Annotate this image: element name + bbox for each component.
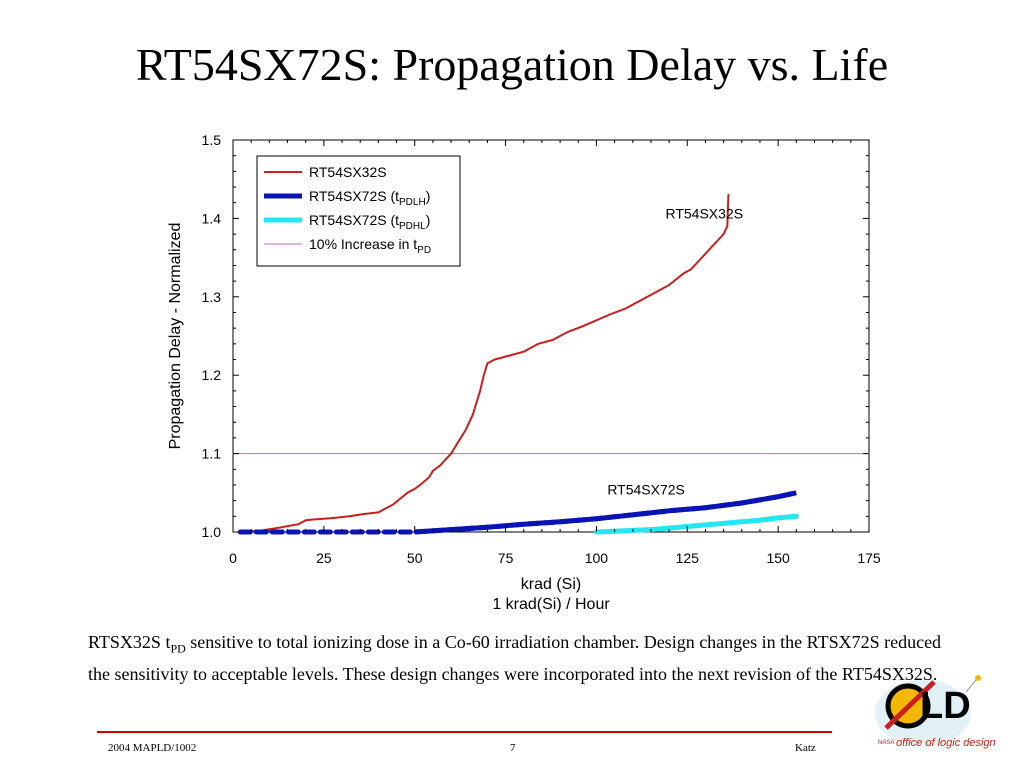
footer-left: 2004 MAPLD/1002 (108, 742, 197, 754)
y-tick-label: 1.2 (202, 367, 222, 383)
footer-page-number: 7 (510, 742, 516, 754)
y-tick-label: 1.0 (202, 524, 222, 540)
x-axis-label: krad (Si) (521, 576, 581, 593)
series-line-3 (593, 513, 799, 535)
svg-text:office of logic design: office of logic design (896, 737, 996, 749)
footer-author: Katz (795, 742, 816, 754)
y-tick-label: 1.5 (202, 132, 222, 148)
legend-entry: RT54SX32S (309, 164, 387, 180)
y-axis-label: Propagation Delay - Normalized (167, 223, 184, 450)
office-of-logic-design-logo: LD NASA office of logic design (875, 675, 996, 749)
x-tick-label: 150 (766, 550, 790, 566)
footer-divider (97, 731, 832, 733)
legend-entry: 10% Increase in tPD (309, 236, 431, 256)
x-tick-label: 75 (498, 550, 514, 566)
series-line-1 (239, 193, 730, 533)
x-tick-label: 0 (229, 550, 237, 566)
x-tick-label: 25 (316, 550, 332, 566)
x-tick-label: 50 (407, 550, 423, 566)
caption-text-1: RTSX32S t (88, 632, 171, 652)
annotations: RT54SX32S RT54SX72S (607, 205, 743, 497)
ticks-layer: 0 25 50 75 100 125 150 175 1.0 1.1 1.2 1.3 1.4 1.5 (202, 132, 881, 566)
caption-text-2: sensitive to total ionizing dose in a Co… (88, 632, 942, 684)
y-tick-label: 1.1 (202, 446, 222, 462)
chart-annotation: RT54SX72S (607, 481, 685, 497)
y-tick-label: 1.4 (202, 210, 222, 226)
svg-text:LD: LD (920, 685, 971, 727)
slide-title: RT54SX72S: Propagation Delay vs. Life (135, 39, 889, 90)
caption: RTSX32S tPD sensitive to total ionizing … (88, 630, 948, 687)
chart: 0 25 50 75 100 125 150 175 1.0 1.1 1.2 1.3 1.4 1.5 RT… (167, 132, 881, 613)
series-line-2-solid (414, 490, 797, 535)
series-layer (237, 193, 799, 535)
chart-annotation: RT54SX32S (665, 205, 743, 221)
y-tick-label: 1.3 (202, 289, 222, 305)
x-tick-label: 125 (676, 550, 700, 566)
svg-text:NASA: NASA (878, 740, 894, 746)
legend-entry: RT54SX72S (tPDLH) (309, 188, 430, 208)
legend-entry: RT54SX72S (tPDHL) (309, 212, 430, 232)
caption-subscript: PD (170, 641, 186, 656)
legend: RT54SX32S RT54SX72S (tPDLH) RT54SX72S (tPD… (256, 155, 461, 267)
x-tick-label: 175 (857, 550, 881, 566)
x-tick-label: 100 (585, 550, 609, 566)
legend-box (256, 155, 461, 267)
x-axis-label-secondary: 1 krad(Si) / Hour (492, 596, 610, 613)
